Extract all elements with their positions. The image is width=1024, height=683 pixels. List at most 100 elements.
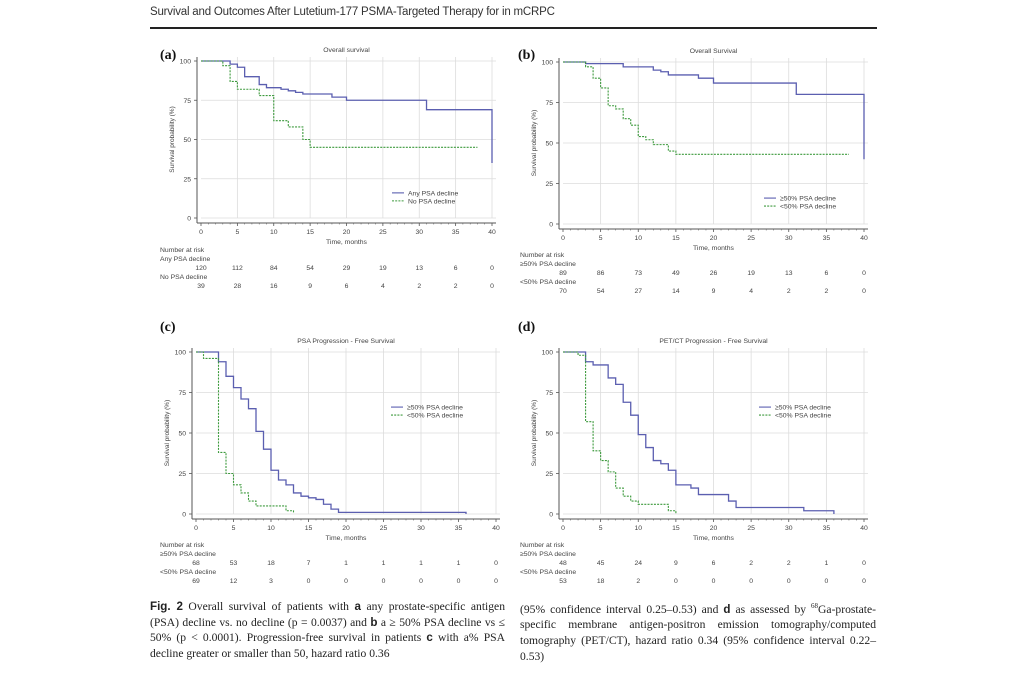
risk-count: 68 xyxy=(192,560,200,567)
risk-count: 1 xyxy=(824,560,829,567)
risk-count: 0 xyxy=(673,578,678,585)
figure-label: Fig. 2 xyxy=(150,600,183,613)
y-tick-label: 100 xyxy=(180,59,192,66)
legend-label: <50% PSA decline xyxy=(780,203,836,210)
y-tick-label: 25 xyxy=(545,181,553,188)
figure-caption-left: Fig. 2 Overall survival of patients with… xyxy=(150,599,505,661)
legend-label: <50% PSA decline xyxy=(775,412,831,419)
y-tick-label: 75 xyxy=(178,390,186,397)
risk-count: 1 xyxy=(344,560,348,567)
risk-count: 0 xyxy=(490,283,494,290)
x-tick-label: 35 xyxy=(823,525,831,532)
legend-label: ≥50% PSA decline xyxy=(407,404,463,411)
risk-count: 120 xyxy=(195,265,207,272)
risk-count: 0 xyxy=(862,270,866,277)
x-tick-label: 0 xyxy=(194,525,198,532)
risk-count: 27 xyxy=(634,288,643,295)
x-tick-label: 30 xyxy=(785,235,793,242)
y-tick-label: 50 xyxy=(545,141,553,148)
risk-count: 112 xyxy=(231,265,243,272)
y-tick-label: 50 xyxy=(183,137,191,144)
caption-text: any prostate-specific antigen (PSA) decl… xyxy=(150,600,505,629)
risk-table-title: Number at risk xyxy=(160,247,205,254)
risk-count: 53 xyxy=(229,560,238,567)
y-tick-label: 0 xyxy=(187,216,191,223)
km-curve-primary xyxy=(201,60,493,164)
caption-panel-ref: c xyxy=(426,631,433,645)
caption-text: with a% PSA decline greater or smaller t… xyxy=(150,631,505,660)
risk-count: 0 xyxy=(306,578,311,585)
risk-count: 69 xyxy=(192,578,200,585)
legend-label: Any PSA decline xyxy=(408,190,458,197)
risk-count: 48 xyxy=(559,560,567,567)
chart-title: Overall survival xyxy=(323,47,370,54)
y-axis-label: Survival probability (%) xyxy=(164,400,171,466)
risk-count: 49 xyxy=(672,270,680,277)
x-tick-label: 10 xyxy=(267,525,275,532)
y-tick-label: 25 xyxy=(183,176,191,183)
risk-count: 19 xyxy=(379,265,387,272)
risk-count: 0 xyxy=(711,578,716,585)
x-tick-label: 35 xyxy=(823,235,831,242)
risk-count: 45 xyxy=(596,560,605,567)
risk-count: 18 xyxy=(267,560,275,567)
panel-label: (c) xyxy=(160,320,176,335)
risk-table-title: Number at risk xyxy=(520,252,565,259)
x-tick-label: 10 xyxy=(634,235,642,242)
x-tick-label: 0 xyxy=(561,525,565,532)
risk-count: 9 xyxy=(308,283,313,290)
risk-count: 4 xyxy=(380,283,385,290)
risk-count: 9 xyxy=(711,288,716,295)
y-tick-label: 100 xyxy=(542,350,554,357)
x-tick-label: 20 xyxy=(343,229,351,236)
y-tick-label: 100 xyxy=(175,350,187,357)
x-tick-label: 0 xyxy=(199,229,203,236)
x-tick-label: 40 xyxy=(860,235,868,242)
panel-label: (a) xyxy=(160,48,177,63)
km-curve-secondary xyxy=(196,351,295,513)
risk-count: 3 xyxy=(269,578,273,585)
x-axis-label: Time, months xyxy=(693,245,735,252)
caption-text: a ≥ 50% PSA decline vs ≤ 50% (p < 0.0001… xyxy=(150,615,505,645)
y-axis-label: Survival probability (%) xyxy=(169,106,176,172)
risk-count: 2 xyxy=(417,283,422,290)
km-curve-primary xyxy=(196,351,467,514)
x-tick-label: 30 xyxy=(415,229,423,236)
risk-count: 0 xyxy=(494,578,498,585)
risk-count: 29 xyxy=(342,265,351,272)
risk-count: 24 xyxy=(634,560,643,567)
risk-count: 2 xyxy=(749,560,754,567)
risk-count: 0 xyxy=(862,560,866,567)
caption-panel-ref: d xyxy=(723,602,731,616)
risk-count: 86 xyxy=(596,270,605,277)
risk-count: 4 xyxy=(749,288,754,295)
x-axis-label: Time, months xyxy=(326,239,368,246)
y-axis-label: Survival probability (%) xyxy=(531,400,538,466)
x-tick-label: 40 xyxy=(488,229,496,236)
caption-text: Overall survival of patients with xyxy=(182,600,355,613)
risk-table-title: Number at risk xyxy=(520,542,565,549)
risk-row-label: Any PSA decline xyxy=(160,256,211,263)
km-plot-d: PET/CT Progression - Free Survival 0 5 10 15… xyxy=(531,338,868,542)
y-tick-label: 50 xyxy=(178,431,186,438)
x-tick-label: 25 xyxy=(747,235,755,242)
risk-count: 73 xyxy=(634,270,643,277)
risk-row-label: ≥50% PSA decline xyxy=(160,551,216,558)
risk-count: 6 xyxy=(711,560,716,567)
km-curve-secondary xyxy=(563,61,849,155)
risk-count: 13 xyxy=(784,270,793,277)
x-tick-label: 35 xyxy=(452,229,460,236)
caption-panel-ref: a xyxy=(354,600,361,613)
x-tick-label: 40 xyxy=(860,525,868,532)
x-tick-label: 0 xyxy=(561,235,565,242)
risk-count: 1 xyxy=(419,560,423,567)
caption-text: as assessed by xyxy=(730,602,812,616)
panel-label: (d) xyxy=(518,320,536,335)
risk-count: 6 xyxy=(824,270,829,277)
risk-row-label: <50% PSA decline xyxy=(520,279,577,286)
y-tick-label: 0 xyxy=(549,512,553,519)
risk-count: 18 xyxy=(596,578,605,585)
x-axis-label: Time, months xyxy=(326,535,368,542)
figure-caption-right: (95% confidence interval 0.25–0.53) and … xyxy=(520,599,876,664)
risk-count: 0 xyxy=(749,578,754,585)
